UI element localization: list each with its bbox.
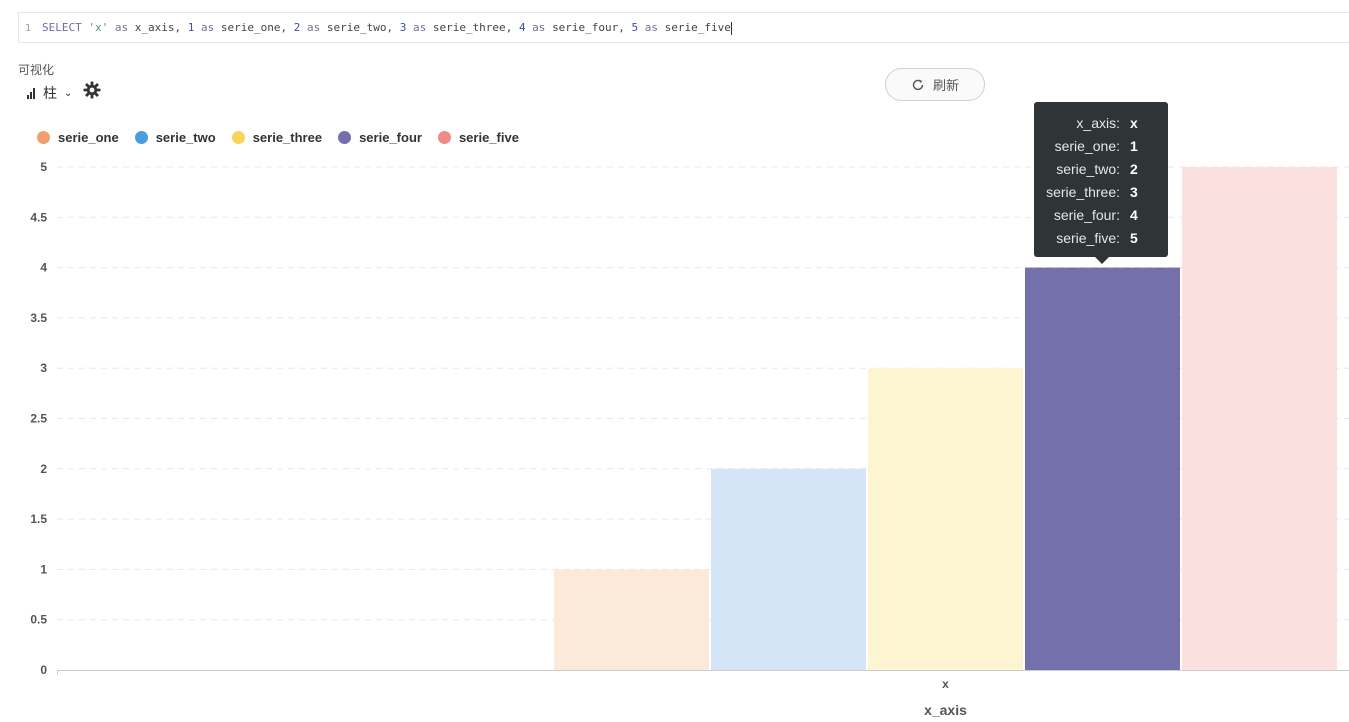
tooltip-key: serie_three: (1046, 184, 1120, 200)
chart-legend: serie_one serie_two serie_three serie_four s… (37, 130, 519, 145)
tooltip-key: x_axis: (1076, 115, 1120, 131)
code-token: , (386, 21, 400, 34)
legend-label: serie_two (155, 130, 216, 145)
legend-item-serie-one[interactable]: serie_one (37, 130, 119, 145)
bar-serie-two (711, 468, 866, 670)
y-tick-label: 3 (40, 361, 47, 375)
tooltip-value: 1 (1130, 138, 1138, 154)
chart-tooltip: x_axis: x serie_one: 1 serie_two: 2 serie_thre… (1034, 102, 1168, 264)
legend-item-serie-two[interactable]: serie_two (134, 130, 216, 145)
refresh-icon (912, 79, 924, 90)
tooltip-value: 5 (1130, 230, 1138, 246)
code-token: as (194, 21, 221, 34)
legend-item-serie-five[interactable]: serie_five (437, 130, 519, 145)
tooltip-value: x (1130, 115, 1138, 131)
tooltip-row: x_axis: x (1034, 114, 1168, 137)
code-token: 2 (293, 21, 301, 34)
tooltip-row: serie_one: 1 (1034, 137, 1168, 160)
y-tick-label: 2 (40, 462, 47, 476)
code-token: 4 (518, 21, 526, 34)
code-token: as (300, 21, 327, 34)
legend-label: serie_four (359, 130, 422, 145)
bar-serie-one (554, 569, 709, 670)
tooltip-key: serie_one: (1054, 138, 1120, 154)
code-token: 3 (399, 21, 407, 34)
code-token: SELECT (42, 21, 89, 34)
code-token: serie_two (326, 21, 387, 34)
code-token: serie_five (664, 21, 731, 34)
visualization-label: 可视化 (18, 63, 55, 77)
tooltip-value: 4 (1130, 207, 1138, 223)
code-token: serie_three (432, 21, 506, 34)
refresh-label: 刷新 (932, 78, 959, 93)
code-token: , (618, 21, 632, 34)
refresh-button[interactable]: 刷新 (885, 68, 985, 101)
code-token: serie_one (220, 21, 281, 34)
text-cursor (730, 21, 732, 35)
code-token: as (638, 21, 665, 34)
tooltip-key: serie_two: (1056, 161, 1120, 177)
legend-label: serie_one (58, 130, 119, 145)
tooltip-row: serie_two: 2 (1034, 160, 1168, 183)
code-token: , (174, 21, 188, 34)
code-token: 'x' (88, 21, 109, 34)
y-tick-label: 4 (40, 261, 47, 275)
tooltip-arrow (1095, 257, 1109, 264)
y-tick-label: 1.5 (30, 512, 47, 526)
y-tick-label: 5 (40, 160, 47, 174)
sql-code[interactable]: SELECT 'x' as x_axis, 1 as serie_one, 2 … (42, 13, 732, 43)
legend-swatch (338, 131, 352, 144)
tooltip-value: 2 (1130, 161, 1138, 177)
legend-label: serie_five (458, 130, 519, 145)
code-token: , (280, 21, 294, 34)
legend-item-serie-three[interactable]: serie_three (231, 130, 323, 145)
code-token: as (108, 21, 135, 34)
chevron-down-icon: ⌄ (64, 87, 73, 99)
y-tick-label: 0 (40, 663, 47, 677)
code-token: serie_four (552, 21, 619, 34)
legend-swatch (134, 131, 148, 144)
x-tick-label: x (942, 677, 949, 691)
y-tick-label: 1 (40, 562, 47, 576)
bar-chart-icon (27, 87, 39, 99)
code-token: x_axis (134, 21, 175, 34)
y-tick-label: 0.5 (30, 613, 47, 627)
sql-editor[interactable]: 1 SELECT 'x' as x_axis, 1 as serie_one, … (18, 12, 1349, 43)
code-token: as (406, 21, 433, 34)
tooltip-key: serie_four: (1053, 207, 1120, 223)
bar-serie-four (1025, 267, 1180, 670)
chart-type-label: 柱 (43, 85, 57, 101)
legend-item-serie-four[interactable]: serie_four (338, 130, 422, 145)
line-number: 1 (24, 23, 32, 34)
code-token: 5 (631, 21, 639, 34)
legend-swatch (231, 131, 245, 144)
bar-serie-five (1182, 167, 1337, 670)
legend-swatch (37, 131, 50, 144)
legend-label: serie_three (252, 130, 323, 145)
tooltip-row: serie_four: 4 (1034, 206, 1168, 229)
chart-type-select[interactable]: 柱 ⌄ (27, 83, 72, 103)
bar-serie-three (868, 368, 1023, 670)
tooltip-value: 3 (1130, 184, 1138, 200)
x-axis-label: x_axis (924, 702, 967, 718)
y-tick-label: 3.5 (30, 311, 47, 325)
tooltip-key: serie_five: (1056, 230, 1120, 246)
y-tick-label: 2.5 (30, 412, 47, 426)
legend-swatch (437, 131, 451, 144)
tooltip-row: serie_three: 3 (1034, 183, 1168, 206)
gear-icon[interactable] (82, 80, 102, 100)
code-token: , (505, 21, 519, 34)
tooltip-row: serie_five: 5 (1034, 229, 1168, 252)
code-token: as (525, 21, 553, 34)
y-tick-label: 4.5 (30, 210, 47, 224)
code-token: 1 (187, 21, 195, 34)
